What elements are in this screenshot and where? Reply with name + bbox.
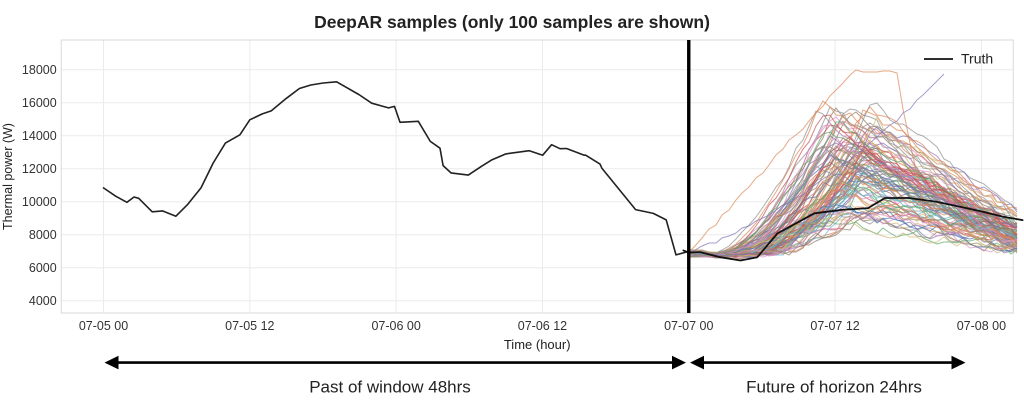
svg-text:07-06 12: 07-06 12 — [518, 319, 567, 333]
svg-text:12000: 12000 — [22, 162, 57, 176]
svg-text:6000: 6000 — [29, 261, 57, 275]
svg-text:DeepAR samples (only 100 sampl: DeepAR samples (only 100 samples are sho… — [314, 12, 710, 32]
svg-text:14000: 14000 — [22, 129, 57, 143]
svg-text:07-07 12: 07-07 12 — [810, 319, 859, 333]
svg-text:07-05 12: 07-05 12 — [225, 319, 274, 333]
svg-text:Truth: Truth — [961, 50, 993, 66]
svg-text:4000: 4000 — [29, 294, 57, 308]
svg-text:07-05 00: 07-05 00 — [79, 319, 128, 333]
svg-text:10000: 10000 — [22, 195, 57, 209]
svg-text:Thermal power (W): Thermal power (W) — [1, 123, 15, 230]
svg-text:18000: 18000 — [22, 63, 57, 77]
svg-text:16000: 16000 — [22, 96, 57, 110]
svg-text:Future of horizon 24hrs: Future of horizon 24hrs — [746, 378, 922, 397]
svg-text:07-06 00: 07-06 00 — [371, 319, 420, 333]
svg-text:07-07 00: 07-07 00 — [664, 319, 713, 333]
svg-text:Past of window 48hrs: Past of window 48hrs — [309, 378, 471, 397]
svg-text:8000: 8000 — [29, 228, 57, 242]
svg-text:07-08 00: 07-08 00 — [957, 319, 1006, 333]
